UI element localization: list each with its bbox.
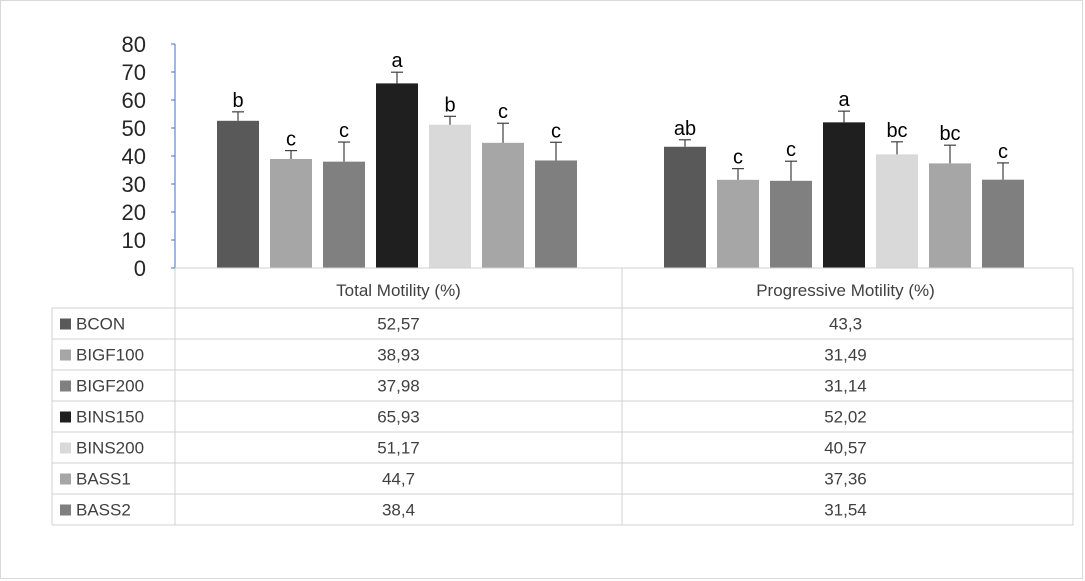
bar bbox=[482, 142, 524, 268]
table-value: 52,02 bbox=[824, 408, 867, 427]
table-value: 37,36 bbox=[824, 470, 867, 489]
significance-letter: c bbox=[498, 101, 508, 123]
category-header: Total Motility (%) bbox=[336, 281, 461, 300]
table-value: 51,17 bbox=[377, 439, 420, 458]
table-value: 31,54 bbox=[824, 501, 867, 520]
legend-label: BINS200 bbox=[76, 439, 144, 458]
legend-swatch bbox=[60, 504, 71, 516]
y-tick-label: 50 bbox=[122, 116, 146, 141]
significance-letter: c bbox=[733, 147, 743, 169]
significance-letter: bc bbox=[886, 120, 907, 142]
bar bbox=[664, 146, 706, 268]
table-value: 31,14 bbox=[824, 377, 867, 396]
legend-swatch bbox=[60, 349, 71, 361]
significance-letter: c bbox=[286, 129, 296, 151]
table-value: 37,98 bbox=[377, 377, 420, 396]
bar bbox=[770, 180, 812, 268]
significance-letter: b bbox=[444, 94, 455, 116]
bar bbox=[929, 163, 971, 268]
significance-letter: ab bbox=[674, 118, 696, 140]
table-value: 38,4 bbox=[382, 501, 415, 520]
legend-swatch bbox=[60, 442, 71, 454]
bar bbox=[823, 122, 865, 269]
significance-letter: c bbox=[339, 120, 349, 142]
significance-letter: a bbox=[838, 89, 850, 111]
bar bbox=[376, 83, 418, 268]
y-tick-label: 60 bbox=[122, 88, 146, 113]
significance-letter: c bbox=[786, 139, 796, 161]
y-tick-label: 0 bbox=[134, 256, 146, 281]
y-tick-label: 20 bbox=[122, 200, 146, 225]
table-value: 52,57 bbox=[377, 315, 420, 334]
legend-label: BIGF200 bbox=[76, 377, 144, 396]
significance-letter: c bbox=[998, 141, 1008, 163]
legend-swatch bbox=[60, 473, 71, 485]
y-tick-label: 70 bbox=[122, 60, 146, 85]
category-header: Progressive Motility (%) bbox=[756, 281, 935, 300]
y-tick-label: 30 bbox=[122, 172, 146, 197]
table-value: 31,49 bbox=[824, 346, 867, 365]
bar bbox=[876, 154, 918, 268]
bar bbox=[429, 124, 471, 268]
legend-swatch bbox=[60, 411, 71, 423]
bar bbox=[982, 179, 1024, 268]
bar bbox=[323, 161, 365, 268]
legend-label: BASS1 bbox=[76, 470, 131, 489]
legend-label: BIGF100 bbox=[76, 346, 144, 365]
legend-swatch bbox=[60, 380, 71, 392]
significance-letter: a bbox=[391, 50, 403, 72]
significance-letter: c bbox=[551, 120, 561, 142]
table-value: 65,93 bbox=[377, 408, 420, 427]
bar bbox=[717, 179, 759, 268]
table-value: 40,57 bbox=[824, 439, 867, 458]
bar bbox=[217, 120, 259, 268]
legend-label: BINS150 bbox=[76, 408, 144, 427]
significance-letter: b bbox=[232, 90, 243, 112]
y-tick-label: 10 bbox=[122, 228, 146, 253]
table-value: 44,7 bbox=[382, 470, 415, 489]
legend-label: BASS2 bbox=[76, 501, 131, 520]
legend-swatch bbox=[60, 318, 71, 330]
significance-letter: bc bbox=[939, 123, 960, 145]
table-value: 43,3 bbox=[829, 315, 862, 334]
table-value: 38,93 bbox=[377, 346, 420, 365]
bar bbox=[270, 158, 312, 268]
y-tick-label: 80 bbox=[122, 32, 146, 57]
bar bbox=[535, 160, 577, 268]
legend-label: BCON bbox=[76, 315, 125, 334]
y-tick-label: 40 bbox=[122, 144, 146, 169]
